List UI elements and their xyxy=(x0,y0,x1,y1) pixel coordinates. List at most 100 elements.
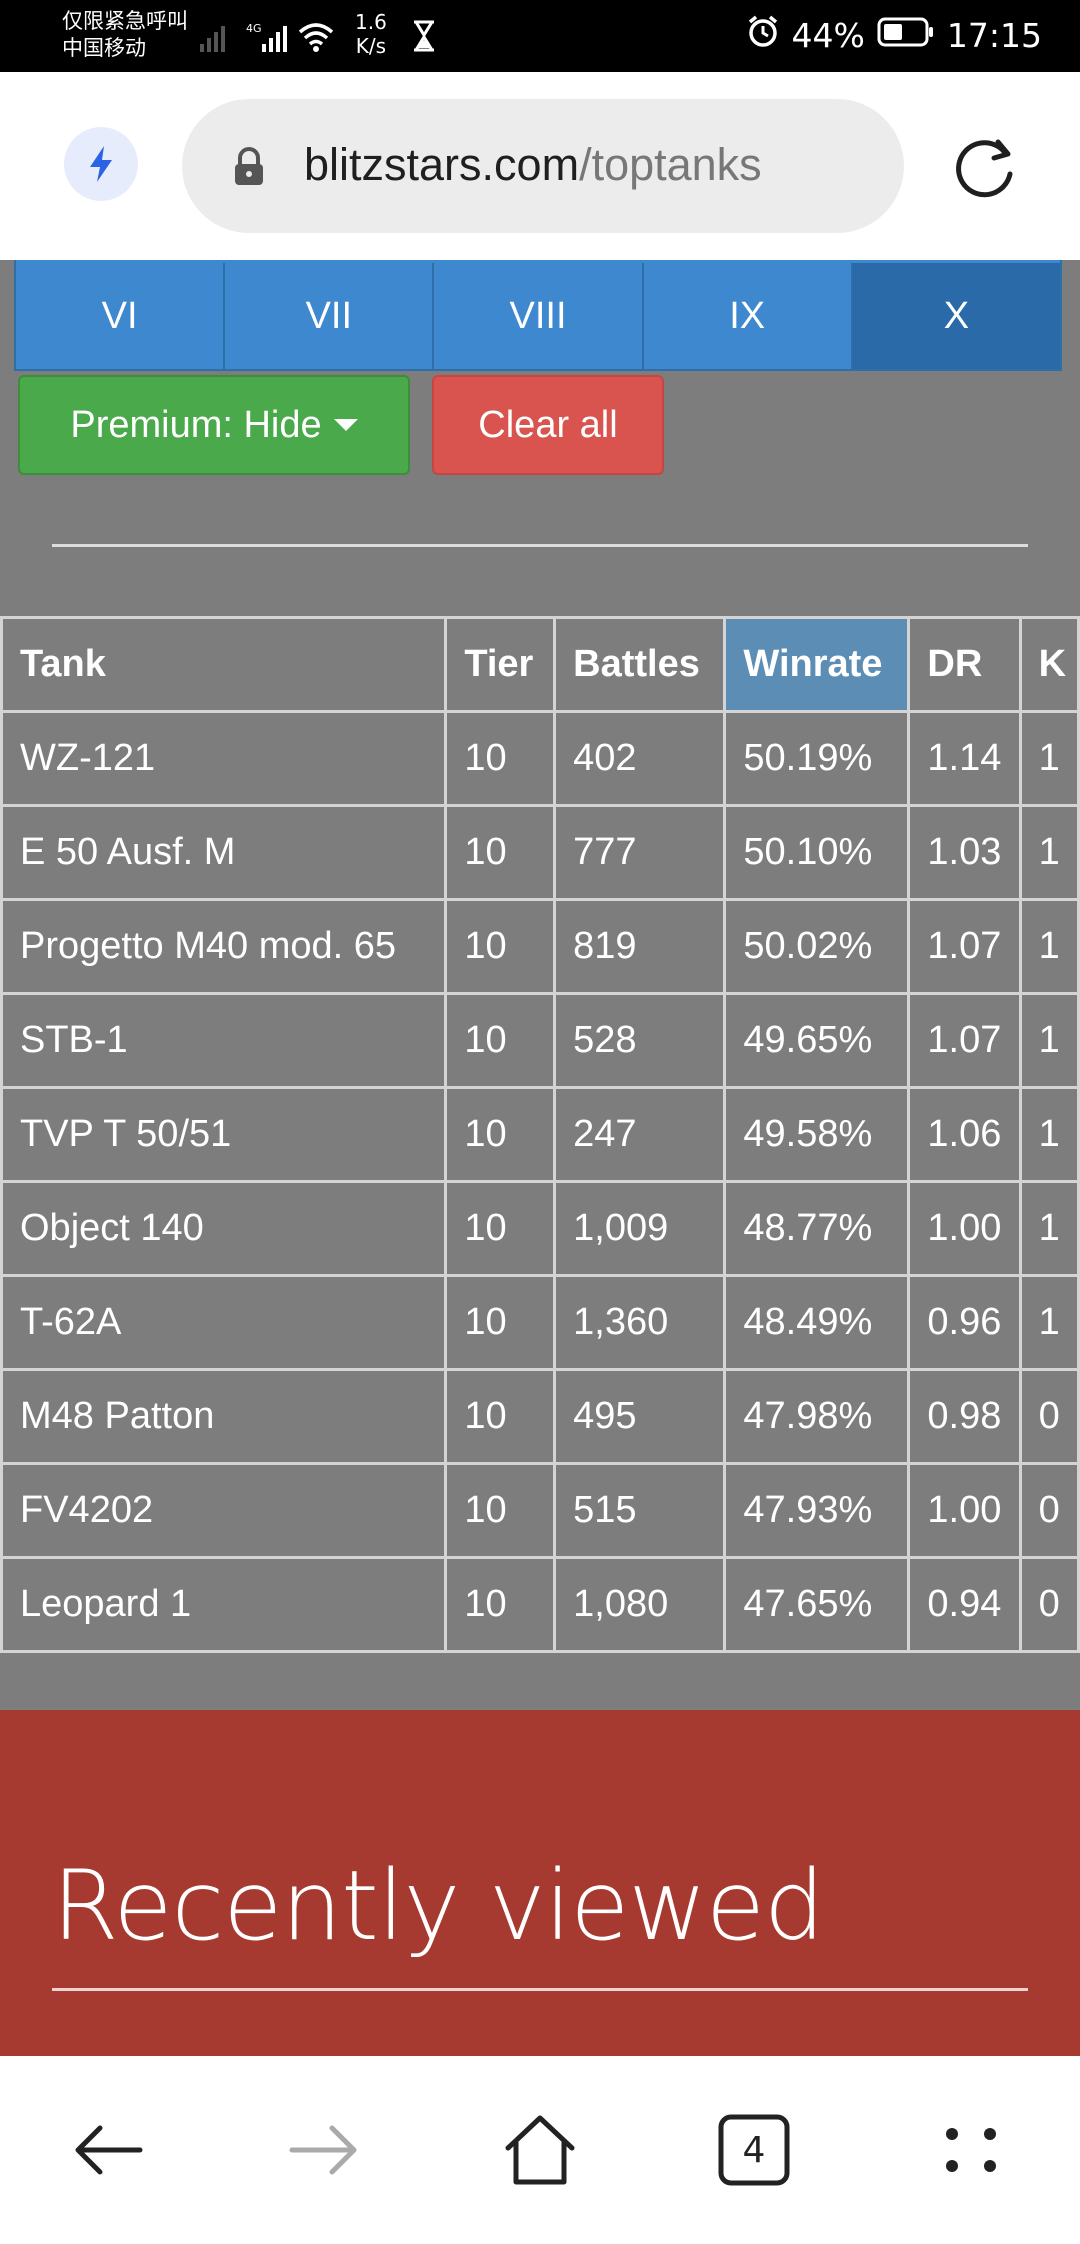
cell-dr: 1.07 xyxy=(907,898,1022,995)
cell-tier: 10 xyxy=(444,1180,557,1277)
cell-battles: 1,360 xyxy=(553,1274,727,1371)
clear-all-button[interactable]: Clear all xyxy=(432,375,664,475)
cell-battles: 495 xyxy=(553,1368,727,1465)
header-tank[interactable]: Tank xyxy=(0,616,448,713)
table-row[interactable]: T-62A 10 1,360 48.49% 0.96 1 xyxy=(0,1274,1080,1371)
cell-tank[interactable]: FV4202 xyxy=(0,1462,448,1559)
cell-battles: 402 xyxy=(553,710,727,807)
address-bar[interactable]: blitzstars.com/toptanks xyxy=(182,99,904,233)
reload-icon[interactable] xyxy=(950,132,1020,207)
url-path: /toptanks xyxy=(579,139,762,190)
cell-dr: 1.03 xyxy=(907,804,1022,901)
table-row[interactable]: Progetto M40 mod. 65 10 819 50.02% 1.07 1 xyxy=(0,898,1080,995)
premium-filter-label: Premium: Hide xyxy=(70,403,322,446)
tank-table-scroll[interactable]: Tank Tier Battles Winrate DR K WZ-121 10 4… xyxy=(0,616,1080,1656)
carrier-line-1: 仅限紧急呼叫 xyxy=(62,9,188,33)
cell-winrate: 48.77% xyxy=(723,1180,911,1277)
header-tier[interactable]: Tier xyxy=(444,616,557,713)
cell-tank[interactable]: TVP T 50/51 xyxy=(0,1086,448,1183)
tier-tabs: VI VII VIII IX X xyxy=(14,263,1062,371)
forward-arrow-icon[interactable] xyxy=(286,2112,362,2193)
cell-winrate: 50.19% xyxy=(723,710,911,807)
bolt-icon[interactable] xyxy=(64,127,138,201)
cell-k: 0 xyxy=(1018,1462,1080,1559)
table-header-row: Tank Tier Battles Winrate DR K xyxy=(0,616,1080,713)
table-row[interactable]: STB-1 10 528 49.65% 1.07 1 xyxy=(0,992,1080,1089)
cell-tier: 10 xyxy=(444,1086,557,1183)
home-icon[interactable] xyxy=(502,2112,578,2193)
header-battles[interactable]: Battles xyxy=(553,616,727,713)
cell-dr: 1.14 xyxy=(907,710,1022,807)
battery-icon xyxy=(877,16,935,55)
tier-tab-vii[interactable]: VII xyxy=(225,263,435,369)
premium-filter-dropdown[interactable]: Premium: Hide xyxy=(18,375,410,475)
cell-tank[interactable]: Object 140 xyxy=(0,1180,448,1277)
cell-battles: 1,080 xyxy=(553,1556,727,1653)
signal-icon: 4G xyxy=(200,18,340,59)
cell-tank[interactable]: Progetto M40 mod. 65 xyxy=(0,898,448,995)
table-row[interactable]: Object 140 10 1,009 48.77% 1.00 1 xyxy=(0,1180,1080,1277)
cell-dr: 1.06 xyxy=(907,1086,1022,1183)
table-row[interactable]: FV4202 10 515 47.93% 1.00 0 xyxy=(0,1462,1080,1559)
tier-tab-x[interactable]: X xyxy=(852,263,1061,369)
cell-k: 1 xyxy=(1018,992,1080,1089)
url-domain: blitzstars.com xyxy=(304,139,580,190)
browser-bottom-nav: 4 xyxy=(0,2056,1080,2244)
cell-dr: 0.94 xyxy=(907,1556,1022,1653)
cell-winrate: 50.10% xyxy=(723,804,911,901)
table-row[interactable]: WZ-121 10 402 50.19% 1.14 1 xyxy=(0,710,1080,807)
wifi-icon xyxy=(298,23,334,46)
cell-battles: 819 xyxy=(553,898,727,995)
cell-battles: 528 xyxy=(553,992,727,1089)
cell-tank[interactable]: Leopard 1 xyxy=(0,1556,448,1653)
alarm-icon xyxy=(746,14,780,56)
header-dr[interactable]: DR xyxy=(907,616,1022,713)
cell-battles: 777 xyxy=(553,804,727,901)
cell-tier: 10 xyxy=(444,1462,557,1559)
table-row[interactable]: Leopard 1 10 1,080 47.65% 0.94 0 xyxy=(0,1556,1080,1653)
clock: 17:15 xyxy=(946,15,1042,55)
cell-tier: 10 xyxy=(444,1274,557,1371)
cell-winrate: 49.58% xyxy=(723,1086,911,1183)
carrier-info: 仅限紧急呼叫 中国移动 xyxy=(62,8,188,62)
table-row[interactable]: E 50 Ausf. M 10 777 50.10% 1.03 1 xyxy=(0,804,1080,901)
back-arrow-icon[interactable] xyxy=(70,2112,146,2193)
cell-tank[interactable]: T-62A xyxy=(0,1274,448,1371)
header-winrate[interactable]: Winrate xyxy=(723,616,911,713)
cell-winrate: 47.98% xyxy=(723,1368,911,1465)
lock-icon xyxy=(232,147,266,192)
status-bar: 仅限紧急呼叫 中国移动 4G 1.6 K/s 44% xyxy=(0,0,1080,72)
network-speed: 1.6 K/s xyxy=(355,10,387,58)
header-k[interactable]: K xyxy=(1018,616,1080,713)
cell-winrate: 48.49% xyxy=(723,1274,911,1371)
cell-tank[interactable]: STB-1 xyxy=(0,992,448,1089)
tank-table: Tank Tier Battles Winrate DR K WZ-121 10 4… xyxy=(0,616,1080,1653)
url-text[interactable]: blitzstars.com/toptanks xyxy=(304,139,762,191)
cell-tier: 10 xyxy=(444,710,557,807)
menu-dots-icon[interactable] xyxy=(934,2112,1010,2193)
cell-dr: 0.96 xyxy=(907,1274,1022,1371)
cell-tank[interactable]: WZ-121 xyxy=(0,710,448,807)
battery-percent: 44% xyxy=(791,15,865,55)
caret-down-icon xyxy=(333,419,358,431)
cell-winrate: 49.65% xyxy=(723,992,911,1089)
cell-battles: 1,009 xyxy=(553,1180,727,1277)
cell-tank[interactable]: E 50 Ausf. M xyxy=(0,804,448,901)
tier-tab-ix[interactable]: IX xyxy=(644,263,853,369)
cell-k: 1 xyxy=(1018,710,1080,807)
speed-value: 1.6 xyxy=(355,10,387,34)
cell-tier: 10 xyxy=(444,898,557,995)
cell-winrate: 47.65% xyxy=(723,1556,911,1653)
carrier-line-2: 中国移动 xyxy=(62,36,146,60)
table-row[interactable]: TVP T 50/51 10 247 49.58% 1.06 1 xyxy=(0,1086,1080,1183)
divider xyxy=(52,1988,1028,1991)
cell-tank[interactable]: M48 Patton xyxy=(0,1368,448,1465)
table-row[interactable]: M48 Patton 10 495 47.98% 0.98 0 xyxy=(0,1368,1080,1465)
cell-tier: 10 xyxy=(444,1556,557,1653)
tier-tab-viii[interactable]: VIII xyxy=(434,263,644,369)
tabs-icon[interactable]: 4 xyxy=(716,2112,792,2193)
cell-k: 1 xyxy=(1018,1180,1080,1277)
cell-k: 1 xyxy=(1018,804,1080,901)
tier-tab-vi[interactable]: VI xyxy=(16,263,226,369)
network-type: 4G xyxy=(246,22,262,35)
